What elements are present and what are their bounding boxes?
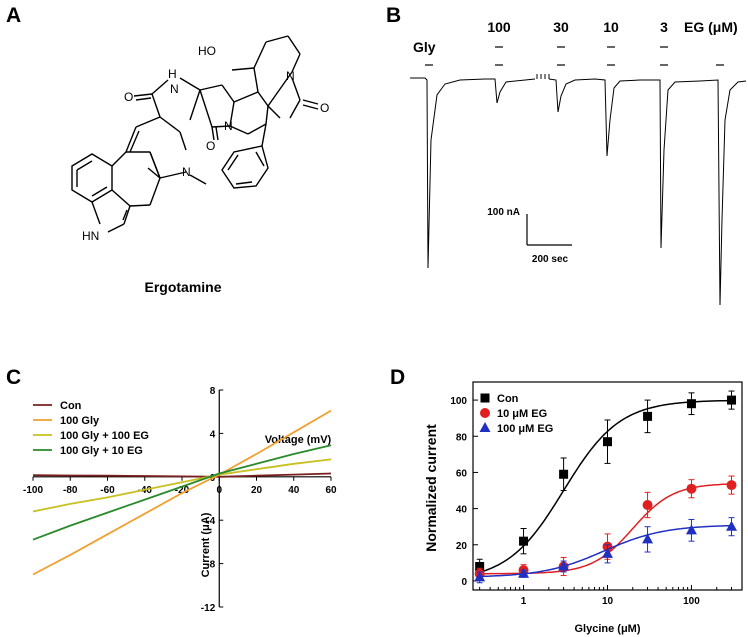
data-point [642, 499, 653, 510]
atom-n-ring: N [182, 165, 191, 179]
data-point [559, 469, 569, 479]
panel-b-letter: B [386, 4, 401, 27]
data-point [643, 411, 653, 421]
y-tick-label: -8 [206, 560, 215, 571]
data-point [602, 547, 613, 558]
iv-chart: -100 -80 -60 -40 -20 0 20 40 60-12-8-4048Voltage… [23, 386, 337, 614]
current-trace [410, 74, 747, 306]
y-tick-label: -4 [206, 516, 215, 527]
y-tick-label: 0 [461, 577, 467, 588]
conc-label-3: 10 [603, 19, 619, 35]
x-tick-label: -80 [63, 485, 78, 496]
data-point [686, 399, 696, 409]
y-tick-label: 20 [456, 541, 468, 552]
y-tick-label: 100 [450, 396, 467, 407]
data-point [474, 571, 486, 582]
legend-label-1: Con [60, 400, 82, 412]
legend-marker-1 [480, 393, 490, 403]
y-tick-label: 80 [456, 432, 468, 443]
legend-label-2: 100 Gly [60, 415, 100, 427]
x-tick-label: 40 [288, 485, 300, 496]
legend-label-2: 10 μM EG [497, 408, 547, 420]
y-axis-label: Normalized current [423, 424, 439, 552]
panel-a-letter: A [6, 4, 21, 27]
conc-label-1: 100 [487, 19, 511, 35]
series-line-1 [32, 472, 332, 478]
dose-response-chart: 1 10 100 0 20 40 60 80 100 Glycine (μM) Normalized… [423, 381, 743, 635]
compound-name: Ergotamine [144, 279, 221, 295]
legend-label-3: 100 Gly + 100 EG [60, 430, 149, 442]
x-tick-label: -20 [175, 485, 190, 496]
panel-d-letter: D [390, 366, 405, 389]
x-tick-label: 60 [325, 485, 337, 496]
atom-h: H [168, 67, 177, 81]
application-bars [425, 46, 724, 66]
ergotamine-structure [71, 35, 319, 233]
x-tick-label: 10 [602, 596, 614, 607]
y-tick-label: 60 [456, 468, 468, 479]
x-axis-label: Voltage (mV) [265, 434, 332, 446]
x-axis-label: Glycine (μM) [574, 623, 640, 635]
scale-current-label: 100 nA [487, 207, 520, 218]
data-point [727, 395, 737, 405]
data-point [686, 483, 697, 494]
data-point [726, 480, 737, 491]
data-point [518, 567, 530, 578]
data-point [642, 533, 654, 544]
legend-marker-2 [480, 408, 490, 418]
panel-c-letter: C [6, 366, 21, 389]
x-tick-label: 1 [521, 596, 527, 607]
y-tick-label: -12 [201, 603, 216, 614]
data-point [475, 561, 485, 571]
conc-label-2: 30 [553, 19, 569, 35]
atom-n-amide: N [170, 82, 179, 96]
atom-ho: HO [198, 44, 216, 58]
atom-o-lactam: O [206, 139, 215, 153]
y-axis-label: Current (μA) [200, 512, 212, 577]
conc-label-4: 3 [660, 19, 668, 35]
data-point [603, 437, 612, 447]
atom-o-right: O [320, 101, 329, 115]
legend-marker-3 [479, 422, 491, 432]
atom-hn: HN [82, 229, 99, 243]
atom-o-amide: O [124, 90, 133, 104]
gly-label: Gly [413, 39, 436, 55]
x-tick-label: 20 [251, 485, 263, 496]
y-tick-label: 40 [456, 505, 468, 516]
x-tick-label: 0 [216, 485, 222, 496]
x-tick-label: -100 [23, 485, 43, 496]
y-tick-label: 4 [210, 429, 216, 440]
legend-label-3: 100 μM EG [497, 423, 553, 435]
scale-time-label: 200 sec [532, 254, 569, 265]
legend-label-1: Con [497, 393, 519, 405]
series-line-4 [32, 444, 332, 541]
series-line-3 [32, 458, 332, 513]
legend-label-4: 100 Gly + 10 EG [60, 445, 143, 457]
series-line-2 [32, 409, 332, 576]
data-point [726, 520, 738, 531]
scale-bar: 100 nA 200 sec [487, 207, 572, 265]
x-tick-label: 100 [683, 596, 700, 607]
y-tick-label: 8 [210, 386, 216, 397]
atom-n-lactam: N [224, 119, 233, 133]
trace-concentration-labels: 100 30 10 3 EG (μM) Gly [413, 19, 738, 55]
atom-n-right: N [286, 69, 295, 83]
data-point [558, 560, 570, 571]
eg-label: EG (μM) [684, 19, 738, 35]
data-point [685, 524, 697, 535]
data-point [519, 536, 529, 546]
x-tick-label: -60 [100, 485, 115, 496]
ergotamine-atom-labels: HO H N O N HN O N O N [82, 44, 329, 243]
